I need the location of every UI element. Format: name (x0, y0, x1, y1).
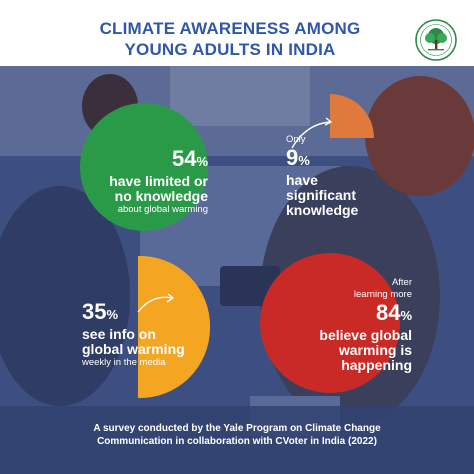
stat-limited: 54% have limited or no knowledge about g… (86, 147, 208, 216)
header: CLIMATE AWARENESS AMONG YOUNG ADULTS IN … (0, 0, 474, 66)
background-photo (0, 66, 474, 474)
page-title: CLIMATE AWARENESS AMONG YOUNG ADULTS IN … (60, 18, 400, 60)
stat-weekly-line2: global warming (82, 341, 185, 357)
stat-significant-line2: significant (286, 187, 357, 203)
stat-wedge-significant (330, 94, 374, 138)
stat-limited-line3: about global warming (117, 204, 208, 215)
stat-believe-line3: happening (341, 357, 412, 373)
arrow-icon (137, 296, 173, 313)
arrow-icon (291, 121, 331, 149)
stat-limited-line1: have limited or (109, 173, 208, 189)
stat-believe-value: 84% (375, 300, 412, 325)
title-line-2: YOUNG ADULTS IN INDIA (124, 40, 336, 59)
stat-weekly-line1: see info on (82, 326, 156, 342)
photo-scene (0, 66, 474, 474)
source-footer: A survey conducted by the Yale Program o… (40, 422, 434, 448)
stat-weekly-value: 35% (82, 299, 119, 324)
stat-believe-prefix-1: After (391, 277, 412, 288)
stat-weekly-line3: weekly in the media (82, 357, 166, 368)
stat-significant-line1: have (286, 172, 318, 188)
tree-logo-icon (415, 19, 457, 61)
stat-significant-value: 9% (286, 145, 310, 170)
stat-circle-limited (80, 103, 208, 231)
footer-line-1: A survey conducted by the Yale Program o… (93, 423, 381, 434)
stat-wedge-weekly (138, 255, 211, 399)
stat-believe-line2: warming is (338, 342, 412, 358)
stat-believe-prefix-2: learning more (353, 289, 412, 300)
stat-significant-prefix: Only (286, 134, 306, 145)
stat-significant-line3: knowledge (286, 202, 359, 218)
stat-weekly: 35% see info on global warming weekly in… (82, 300, 212, 369)
footer-line-2: Communication in collaboration with CVot… (97, 436, 377, 447)
stat-limited-value: 54% (171, 146, 208, 171)
stat-limited-line2: no knowledge (114, 188, 208, 204)
stat-believe-line1: believe global (319, 327, 412, 343)
stat-believe: After learning more 84% believe global w… (288, 277, 412, 373)
stat-circle-believe (260, 253, 400, 393)
stats-circles (80, 94, 400, 399)
title-line-1: CLIMATE AWARENESS AMONG (99, 19, 361, 38)
stat-significant: Only 9% have significant knowledge (286, 134, 396, 218)
